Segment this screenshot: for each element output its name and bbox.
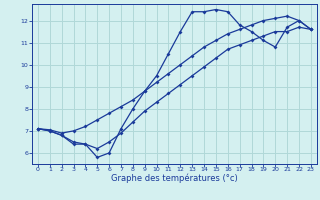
X-axis label: Graphe des températures (°c): Graphe des températures (°c): [111, 174, 238, 183]
